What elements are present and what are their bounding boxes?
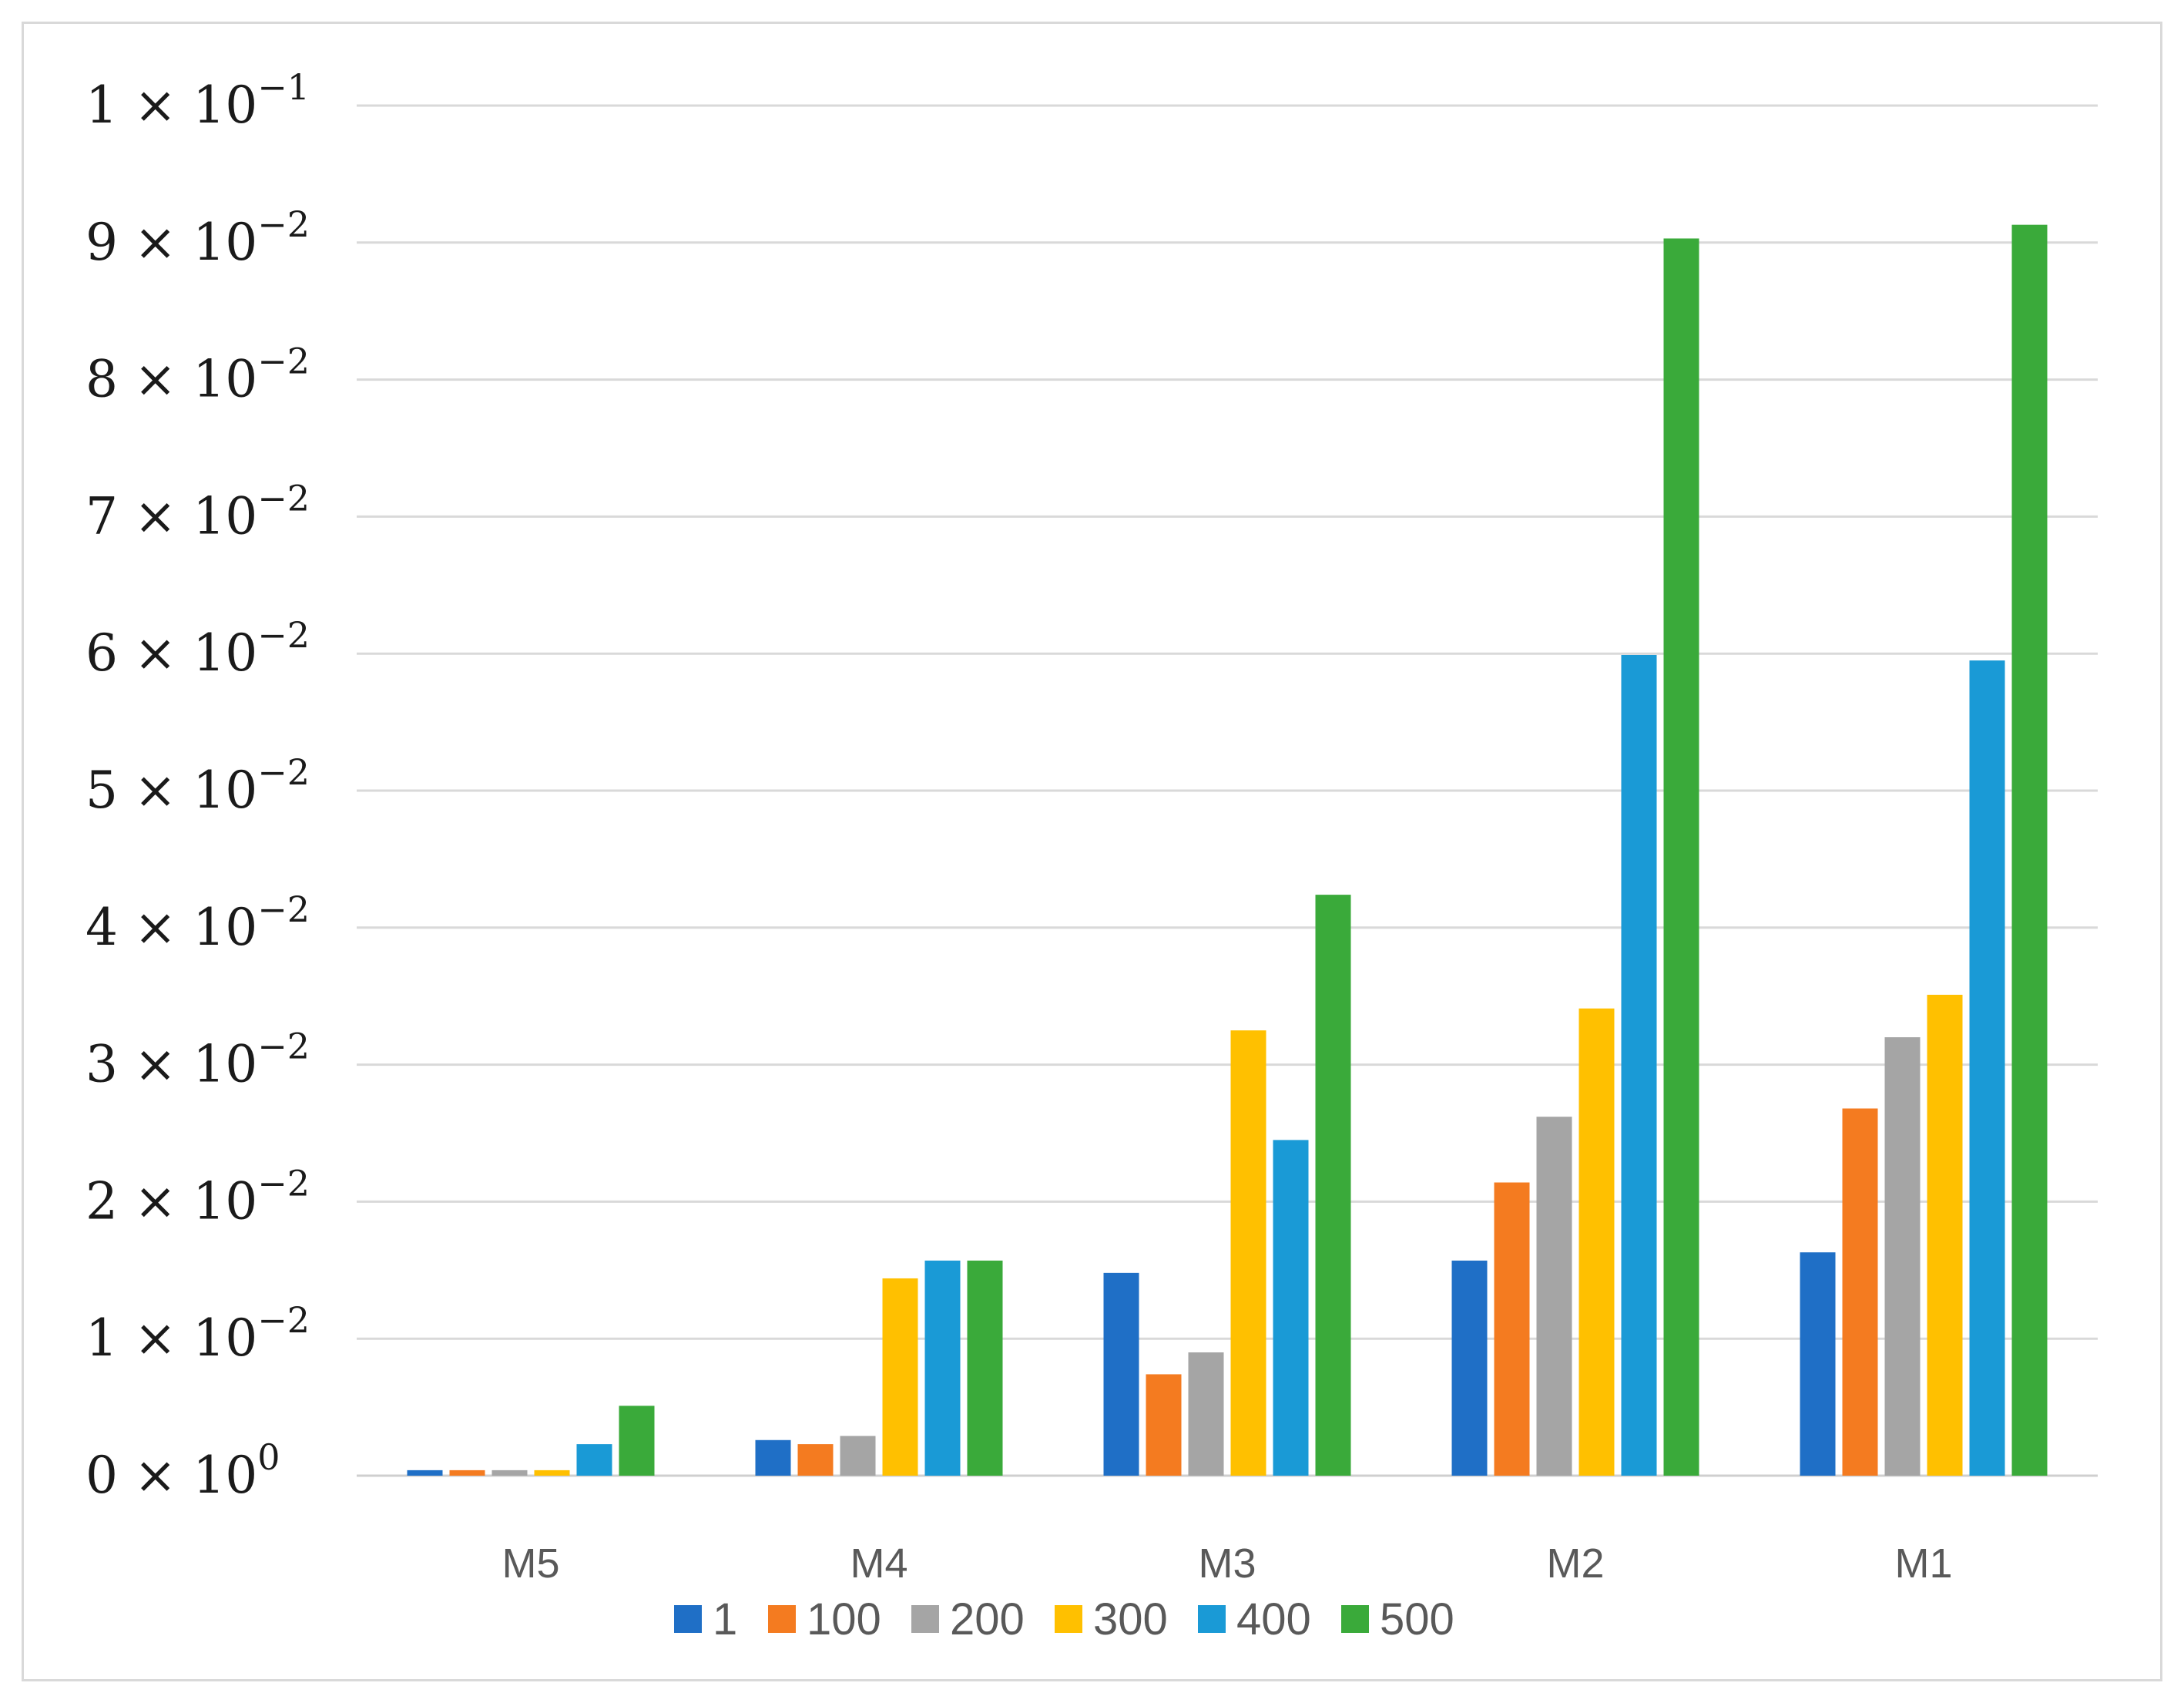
legend-swatch-300	[1055, 1605, 1082, 1633]
y-axis-ticks: 0 × 100 1 × 10−2 2 × 10−2 3 × 10−2 4 × 10−2 5…	[86, 66, 310, 1505]
legend-swatch-200	[911, 1605, 939, 1633]
legend-swatch-500	[1341, 1605, 1369, 1633]
bar-chart: 0 × 100 1 × 10−2 2 × 10−2 3 × 10−2 4 × 10−2 5…	[86, 66, 2098, 1644]
legend-label-200: 200	[950, 1594, 1025, 1644]
x-tick-label: M4	[850, 1540, 907, 1587]
y-tick-label: 4 × 10−2	[86, 888, 310, 957]
bar-200-M4	[840, 1436, 876, 1476]
bar-400-M2	[1621, 654, 1657, 1476]
y-tick-label: 0 × 100	[86, 1436, 280, 1505]
y-tick-label: 1 × 10−1	[86, 66, 310, 135]
legend-swatch-1	[674, 1605, 702, 1633]
x-tick-label: M3	[1198, 1540, 1256, 1587]
bar-400-M1	[1969, 660, 2005, 1476]
bar-400-M5	[576, 1444, 612, 1476]
bar-300-M2	[1578, 1008, 1615, 1476]
legend-label-1: 1	[713, 1594, 737, 1644]
bar-100-M3	[1146, 1374, 1182, 1476]
bar-100-M2	[1494, 1182, 1530, 1476]
legend-label-400: 400	[1236, 1594, 1311, 1644]
y-tick-label: 7 × 10−2	[86, 477, 310, 546]
bar-400-M3	[1273, 1140, 1309, 1476]
bar-300-M4	[882, 1278, 918, 1476]
y-tick-label: 2 × 10−2	[86, 1162, 310, 1231]
bar-100-M5	[449, 1470, 485, 1476]
y-tick-label: 3 × 10−2	[86, 1026, 310, 1094]
bars	[407, 224, 2048, 1476]
y-tick-label: 9 × 10−2	[86, 203, 310, 272]
bar-1-M3	[1103, 1272, 1139, 1476]
bar-1-M2	[1451, 1260, 1488, 1476]
y-tick-label: 6 × 10−2	[86, 614, 310, 683]
bar-1-M4	[755, 1439, 791, 1476]
x-tick-label: M5	[502, 1540, 559, 1587]
bar-200-M1	[1884, 1037, 1921, 1476]
legend: 1 100 200 300 400 500	[674, 1594, 1454, 1644]
bar-200-M2	[1536, 1117, 1572, 1476]
bar-500-M4	[967, 1260, 1003, 1476]
chart-frame: 0 × 100 1 × 10−2 2 × 10−2 3 × 10−2 4 × 10−2 5…	[22, 22, 2162, 1681]
bar-1-M5	[407, 1470, 443, 1476]
legend-swatch-100	[768, 1605, 796, 1633]
gridlines	[357, 104, 2098, 1477]
legend-label-300: 300	[1093, 1594, 1168, 1644]
legend-swatch-400	[1198, 1605, 1226, 1633]
y-tick-label: 8 × 10−2	[86, 341, 310, 409]
bar-400-M4	[924, 1260, 961, 1476]
y-tick-label: 5 × 10−2	[86, 751, 310, 820]
bar-100-M4	[797, 1444, 834, 1476]
bar-500-M5	[619, 1406, 655, 1476]
legend-label-500: 500	[1380, 1594, 1454, 1644]
bar-1-M1	[1800, 1252, 1836, 1476]
bar-500-M3	[1315, 895, 1351, 1476]
bar-300-M1	[1927, 994, 1963, 1476]
bar-200-M5	[491, 1470, 528, 1476]
y-tick-label: 1 × 10−2	[86, 1299, 310, 1368]
bar-500-M2	[1663, 238, 1699, 1476]
bar-500-M1	[2011, 224, 2048, 1476]
legend-label-100: 100	[807, 1594, 881, 1644]
bar-100-M1	[1842, 1108, 1878, 1476]
bar-300-M3	[1230, 1030, 1266, 1476]
x-axis-ticks: M5 M4 M3 M2 M1	[502, 1540, 1952, 1587]
bar-200-M3	[1188, 1352, 1224, 1476]
x-tick-label: M2	[1546, 1540, 1604, 1587]
bar-300-M5	[534, 1470, 570, 1476]
x-tick-label: M1	[1894, 1540, 1952, 1587]
